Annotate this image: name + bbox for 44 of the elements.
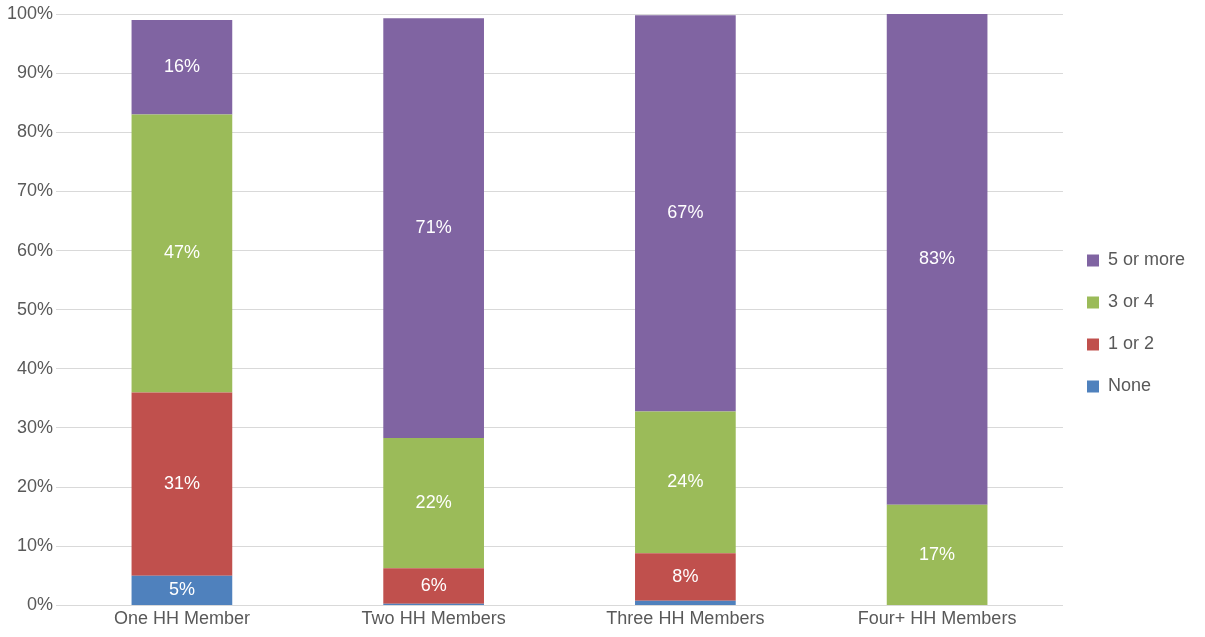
y-tick-label: 80% [17,121,54,142]
data-label: 16% [163,56,200,77]
y-tick-label: 70% [17,180,54,201]
bar [383,568,484,604]
bar [131,392,233,576]
data-label: 71% [415,217,452,238]
data-label: 8% [672,565,699,586]
bar [131,19,233,115]
bar [886,14,988,505]
data-label: 24% [667,471,704,492]
y-tick-label: 90% [17,62,54,83]
y-tick-label: 0% [27,594,54,615]
data-label: 31% [163,473,200,494]
y-tick-label: 30% [17,416,54,437]
legend-label: 3 or 4 [1107,291,1154,312]
x-tick-label: Two HH Members [361,608,506,629]
x-tick-label: Four+ HH Members [857,608,1017,629]
data-label: 47% [163,242,200,263]
bar [383,18,484,439]
y-tick-label: 60% [17,239,54,260]
bar [131,114,233,393]
bar [635,600,736,605]
y-tick-label: 20% [17,476,54,497]
legend-label: None [1107,375,1151,396]
bar [383,438,484,569]
bar [131,575,233,605]
y-tick-label: 40% [17,357,54,378]
data-label: 5% [168,579,195,600]
x-tick-label: Three HH Members [606,608,765,629]
data-label: 67% [667,202,704,223]
bar [635,553,736,601]
bar [886,504,988,605]
data-label: 17% [919,543,956,564]
y-tick-label: 50% [17,298,54,319]
bar [635,411,736,554]
legend-label: 1 or 2 [1107,333,1154,354]
bar [635,15,736,412]
y-tick-label: 10% [17,535,54,556]
x-tick-label: One HH Member [113,608,250,629]
legend-label: 5 or more [1107,249,1185,270]
data-label: 83% [919,248,956,269]
y-tick-label: 100% [6,2,54,23]
data-label: 22% [415,492,452,513]
data-label: 6% [420,574,447,595]
